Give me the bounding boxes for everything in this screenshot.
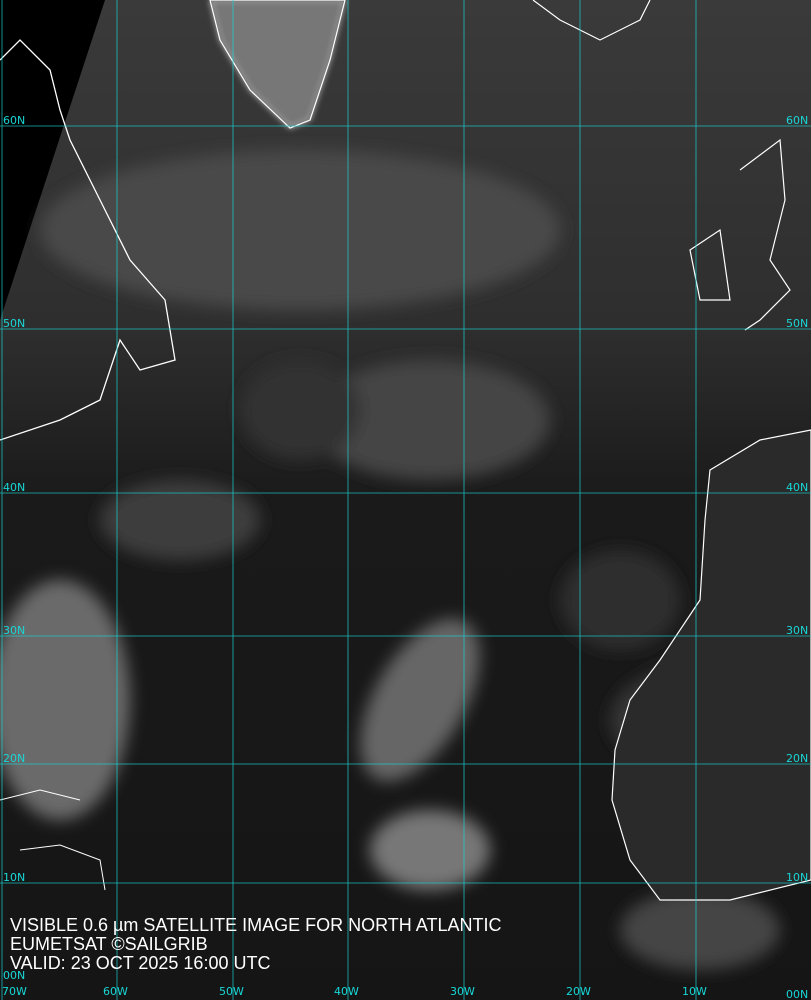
africa-iberia (611, 429, 811, 901)
latitude-label: 20N (3, 752, 26, 765)
longitude-label: 70W (2, 985, 27, 998)
latitude-label: 10N (786, 871, 809, 884)
longitude-label: 10W (682, 985, 707, 998)
north-america-coast (0, 39, 176, 441)
greenland-coast (209, 0, 346, 129)
latitude-label: 40N (3, 481, 26, 494)
caribbean (0, 789, 106, 891)
latitude-label: 30N (3, 624, 26, 637)
latitude-label: 60N (786, 114, 809, 127)
iceland-coast (532, 0, 651, 41)
no-data-region (0, 0, 105, 320)
latitude-label: 00N (3, 969, 26, 982)
latitude-label: 00N (786, 988, 809, 1000)
british-isles (689, 138, 791, 331)
longitude-label: 30W (450, 985, 475, 998)
longitude-label: 40W (334, 985, 359, 998)
latitude-label: 60N (3, 114, 26, 127)
caption-valid-time: VALID: 23 OCT 2025 16:00 UTC (10, 953, 271, 973)
latitude-label: 50N (3, 317, 26, 330)
latitude-label: 40N (786, 481, 809, 494)
latitude-label: 10N (3, 871, 26, 884)
latitude-label: 20N (786, 752, 809, 765)
latitude-label: 30N (786, 624, 809, 637)
image-caption: VISIBLE 0.6 µm SATELLITE IMAGE FOR NORTH… (10, 916, 501, 973)
cloud-layer (0, 150, 811, 970)
longitude-label: 50W (219, 985, 244, 998)
longitude-label: 60W (103, 985, 128, 998)
caption-source: EUMETSAT ©SAILGRIB (10, 934, 208, 954)
longitude-label: 20W (566, 985, 591, 998)
caption-title: VISIBLE 0.6 µm SATELLITE IMAGE FOR NORTH… (10, 915, 502, 935)
latitude-label: 50N (786, 317, 809, 330)
